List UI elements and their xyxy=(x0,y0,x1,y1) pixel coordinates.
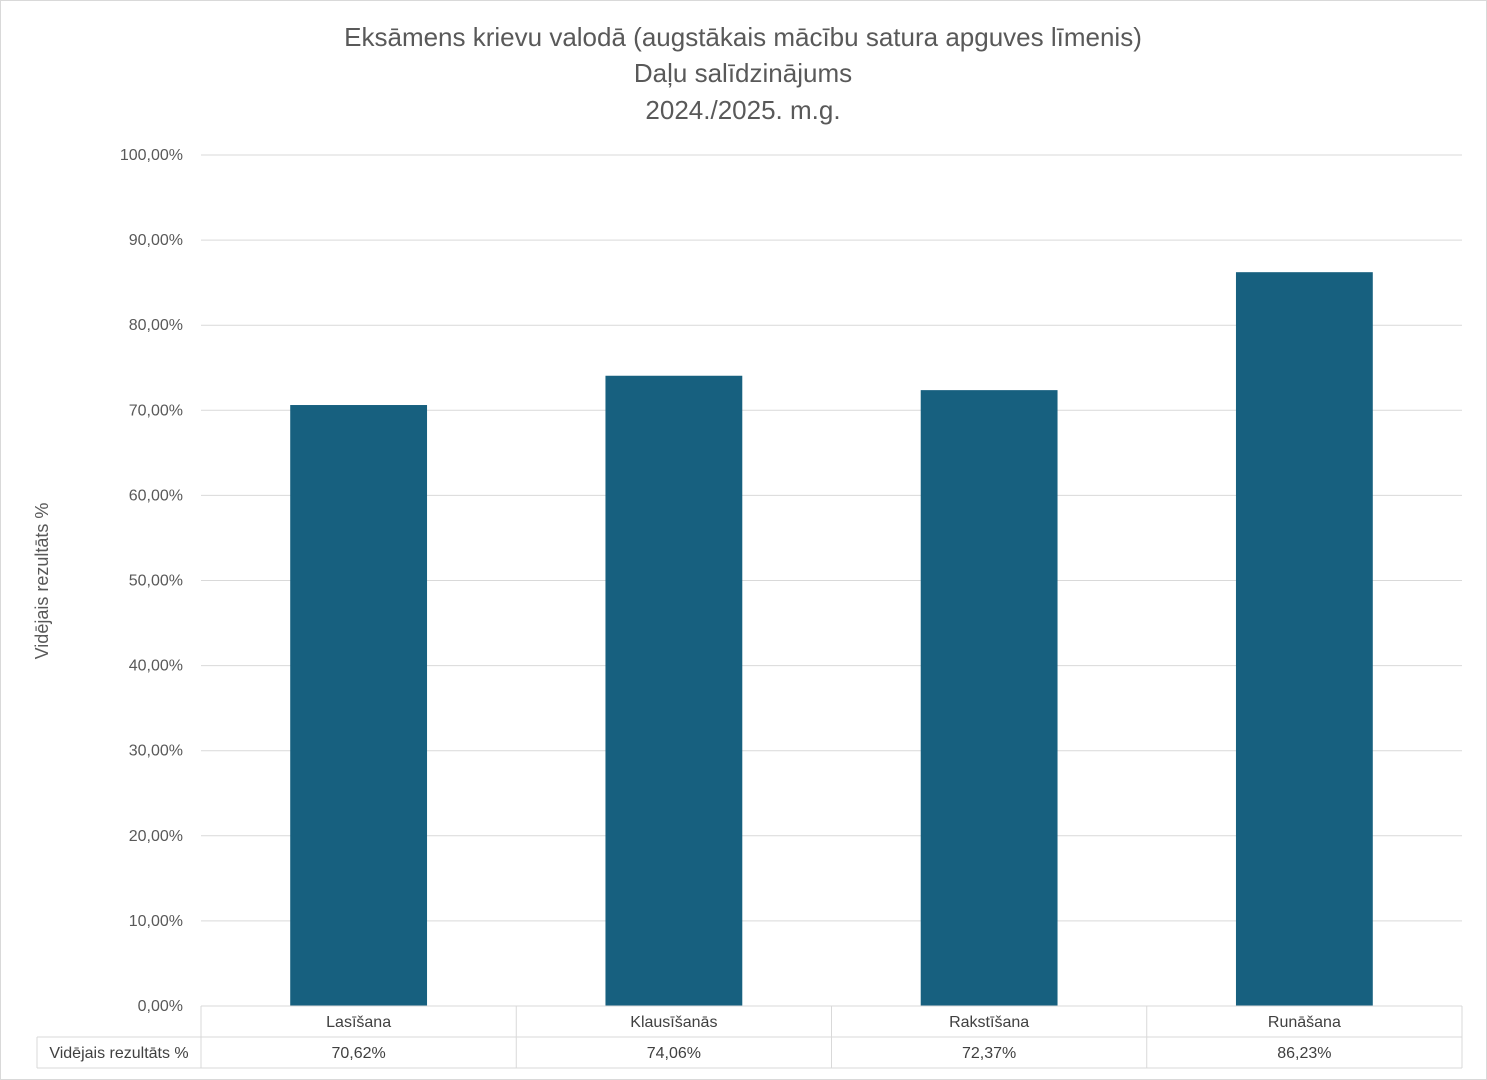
bar xyxy=(290,405,428,1006)
data-table: Lasīšana 70,62% Klausīšanās 74,06% Rakstīšan… xyxy=(36,1005,1463,1069)
data-table-value: 74,06% xyxy=(647,1045,701,1062)
data-table-value: 86,23% xyxy=(1277,1045,1331,1062)
category-label: Runāšana xyxy=(1268,1014,1341,1031)
y-tick-label: 70,00% xyxy=(129,402,183,419)
chart-title-line-1: Eksāmens krievu valodā (augstākais mācīb… xyxy=(344,22,1142,52)
y-axis-title: Vidējais rezultāts % xyxy=(32,503,52,660)
y-tick-label: 10,00% xyxy=(129,913,183,930)
y-tick-label: 80,00% xyxy=(129,317,183,334)
bar xyxy=(920,390,1058,1006)
data-table-value: 70,62% xyxy=(331,1045,385,1062)
chart-title-line-3: 2024./2025. m.g. xyxy=(645,95,840,125)
data-table-value: 72,37% xyxy=(962,1045,1016,1062)
y-tick-label: 0,00% xyxy=(138,998,183,1015)
y-tick-label: 30,00% xyxy=(129,743,183,760)
bar xyxy=(605,375,743,1006)
chart-title-line-2: Daļu salīdzinājums xyxy=(634,58,852,88)
y-tick-label: 40,00% xyxy=(129,658,183,675)
bars xyxy=(290,272,1373,1006)
category-label: Rakstīšana xyxy=(949,1014,1029,1031)
y-tick-label: 60,00% xyxy=(129,487,183,504)
category-label: Lasīšana xyxy=(326,1014,391,1031)
y-tick-label: 20,00% xyxy=(129,828,183,845)
data-table-series-name: Vidējais rezultāts % xyxy=(49,1045,188,1062)
y-tick-label: 100,00% xyxy=(120,147,183,164)
category-label: Klausīšanās xyxy=(630,1014,717,1031)
bar xyxy=(1235,272,1373,1006)
y-tick-label: 50,00% xyxy=(129,573,183,590)
y-tick-labels: 0,00% 10,00% 20,00% 30,00% 40,00% 50,00% 60,00… xyxy=(120,147,183,1015)
y-tick-label: 90,00% xyxy=(129,232,183,249)
